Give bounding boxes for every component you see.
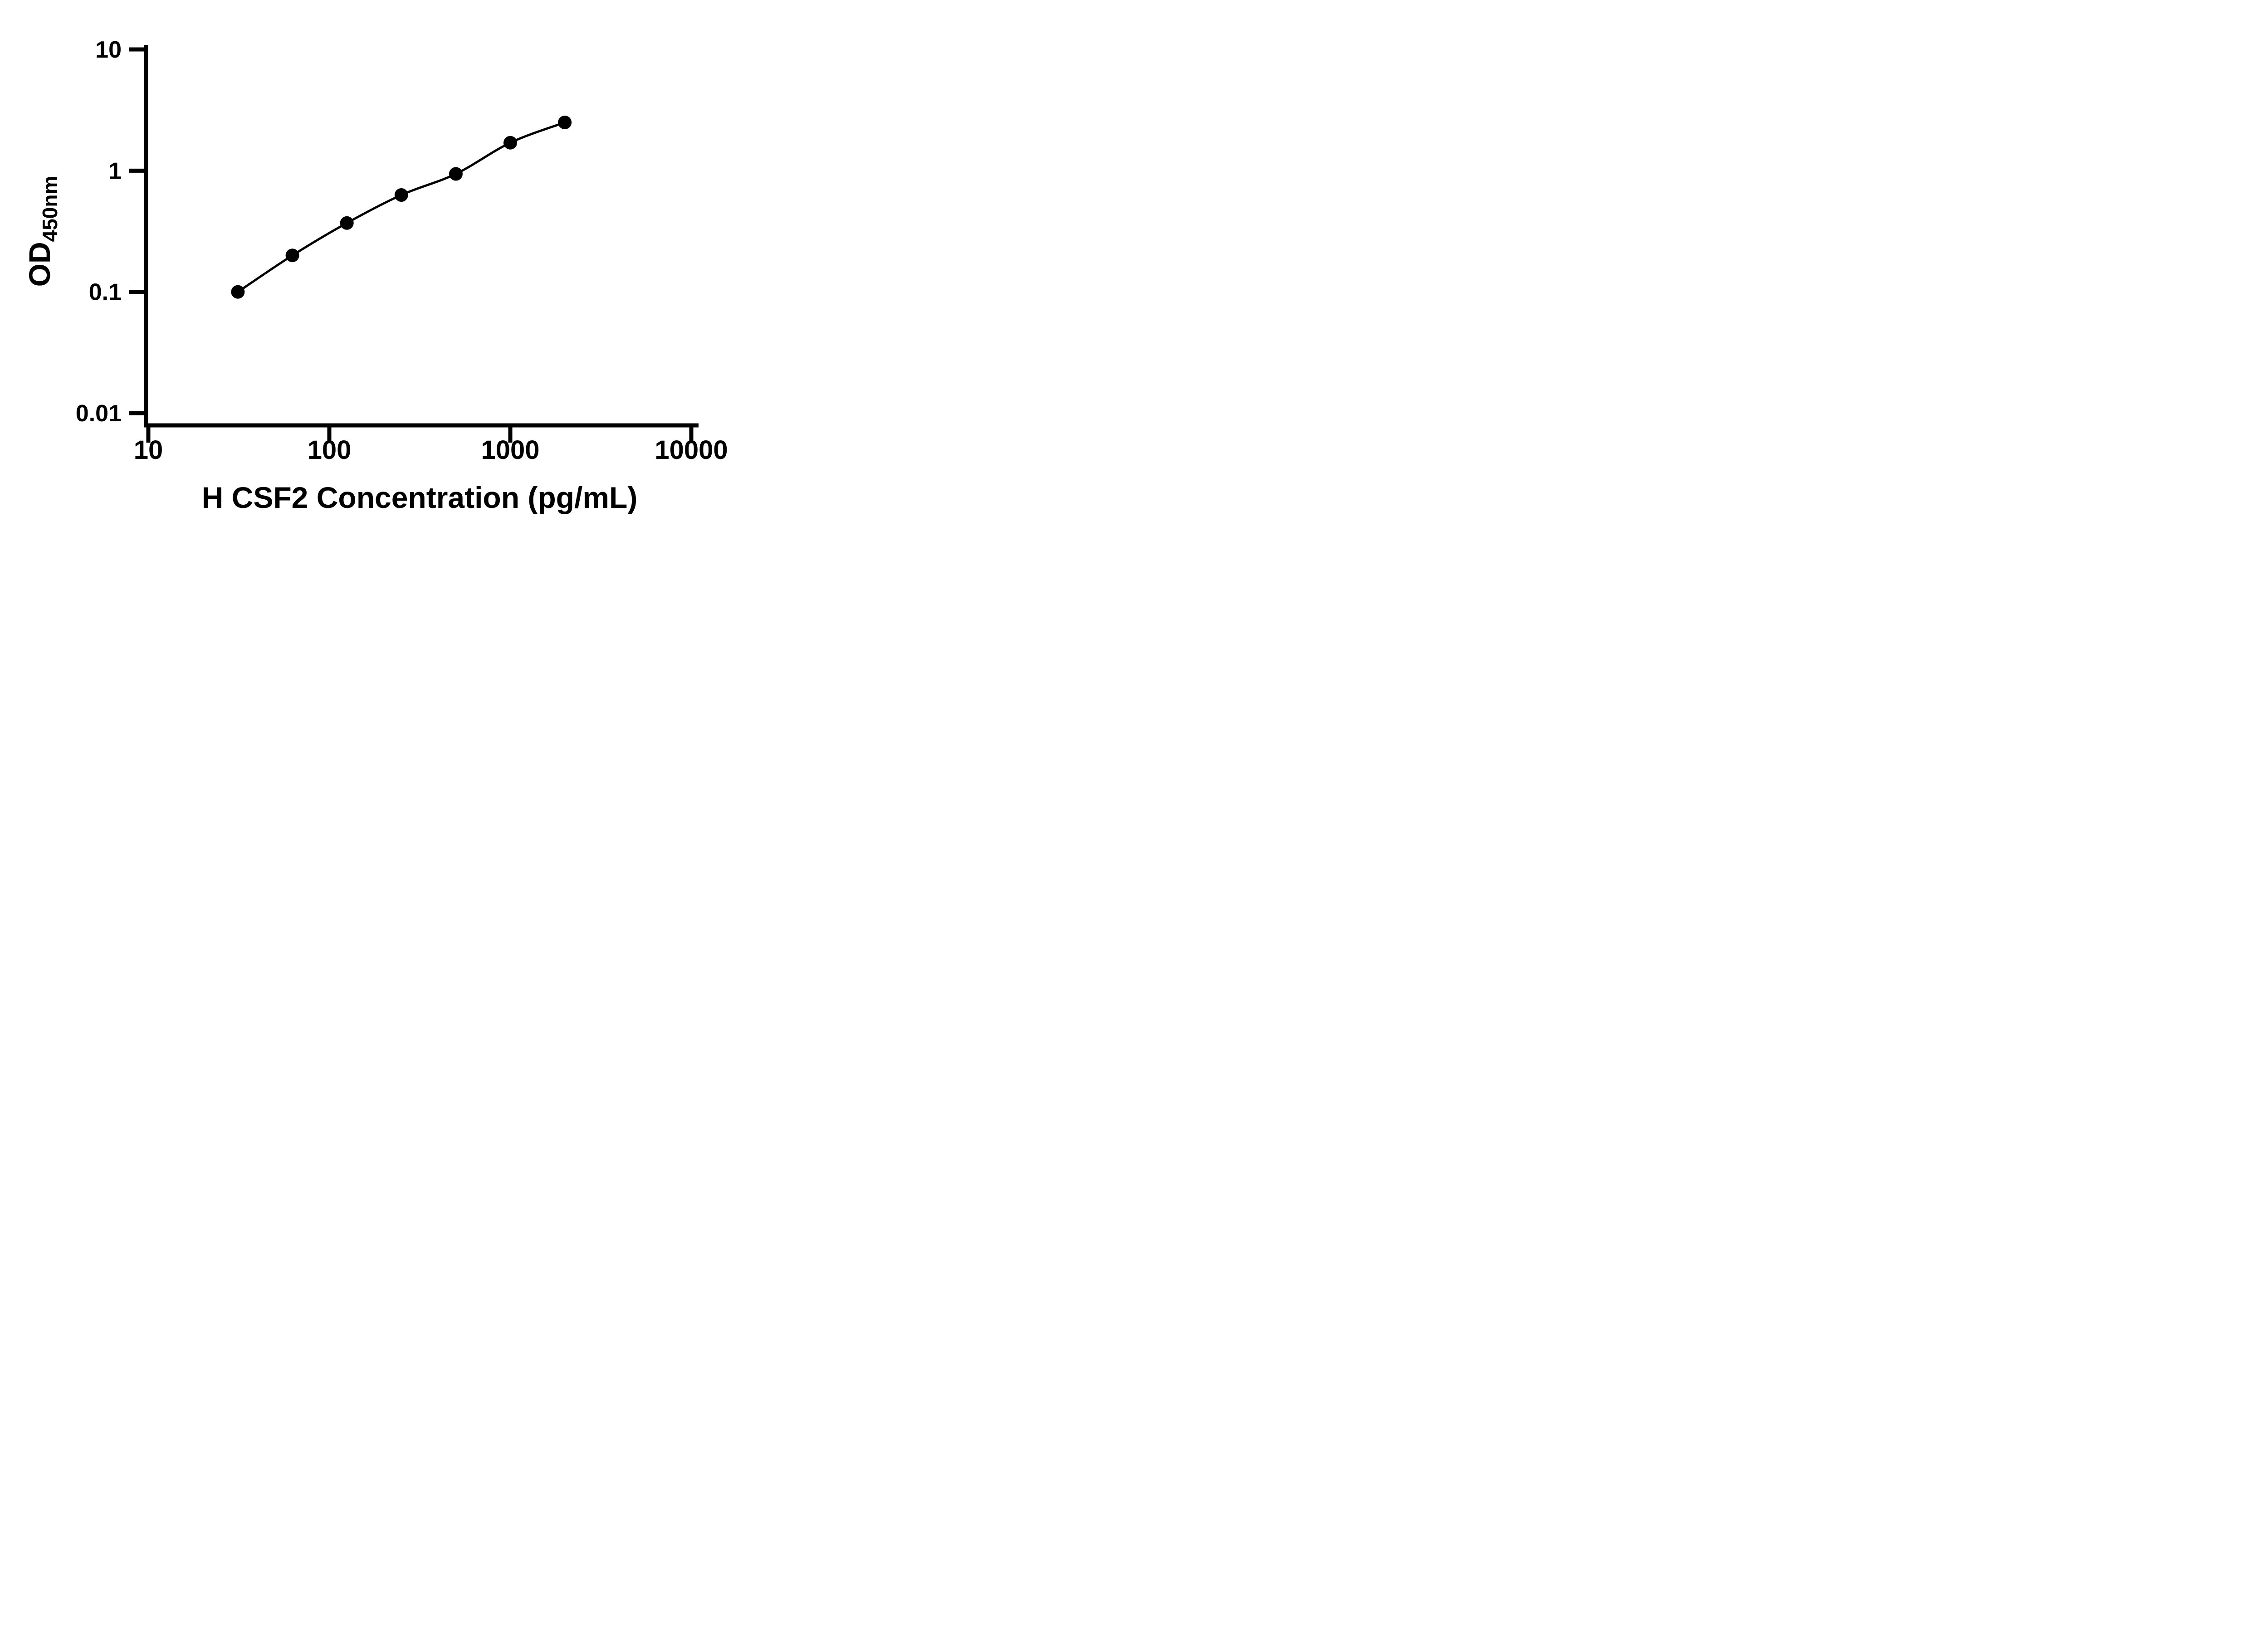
data-point	[558, 116, 572, 129]
plot-area: 0.01 0.1 1 10 10 100 1000 10000 H CSF2 Concentr…	[23, 37, 728, 514]
y-axis-title-subscript: 450nm	[38, 176, 62, 242]
elisa-standard-curve-figure: 0.01 0.1 1 10 10 100 1000 10000 H CSF2 Concentr…	[0, 0, 776, 546]
data-point	[394, 188, 408, 202]
data-point	[449, 167, 463, 181]
data-point	[285, 249, 299, 263]
data-layer	[231, 116, 572, 299]
y-tick-label: 10	[95, 37, 122, 63]
data-point	[503, 136, 517, 150]
data-point	[231, 285, 245, 299]
x-tick-label: 10000	[655, 435, 728, 465]
y-axis-title: OD450nm	[23, 176, 62, 287]
x-tick-label: 100	[308, 435, 352, 465]
y-tick-label: 0.01	[76, 400, 122, 427]
y-tick-label: 1	[108, 158, 122, 184]
x-axis-title: H CSF2 Concentration (pg/mL)	[202, 481, 638, 514]
axes-layer: 0.01 0.1 1 10 10 100 1000 10000	[76, 37, 728, 465]
y-tick-label: 0.1	[89, 279, 122, 306]
y-axis-title-main: OD	[23, 242, 56, 287]
standard-curve-line	[237, 121, 565, 293]
x-tick-label: 1000	[481, 435, 539, 465]
data-point	[340, 216, 354, 230]
x-tick-label: 10	[134, 435, 163, 465]
